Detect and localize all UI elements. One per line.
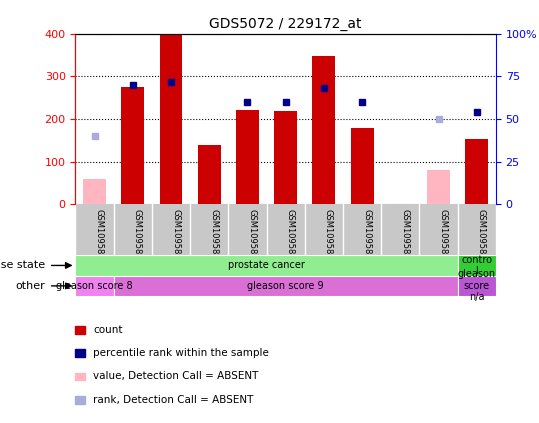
- Text: contro
l: contro l: [461, 255, 492, 276]
- Text: rank, Detection Call = ABSENT: rank, Detection Call = ABSENT: [93, 395, 254, 405]
- Bar: [458, 276, 496, 296]
- Text: GSM1095881: GSM1095881: [324, 209, 333, 265]
- Text: GSM1095885: GSM1095885: [439, 209, 447, 265]
- Bar: [198, 145, 220, 204]
- Text: GSM1095880: GSM1095880: [286, 209, 295, 265]
- Bar: [458, 255, 496, 276]
- Bar: [75, 276, 114, 296]
- Bar: [351, 128, 374, 204]
- Text: disease state: disease state: [0, 261, 45, 270]
- Bar: [274, 111, 297, 204]
- Text: GSM1095876: GSM1095876: [477, 209, 486, 265]
- Text: other: other: [15, 281, 45, 291]
- Text: GSM1095879: GSM1095879: [247, 209, 257, 265]
- Text: prostate cancer: prostate cancer: [228, 261, 305, 270]
- Bar: [236, 110, 259, 204]
- Bar: [313, 56, 335, 204]
- Text: gleason score 9: gleason score 9: [247, 281, 324, 291]
- Text: GSM1095884: GSM1095884: [400, 209, 409, 265]
- Text: GSM1095878: GSM1095878: [209, 209, 218, 265]
- Text: count: count: [93, 325, 123, 335]
- Bar: [114, 276, 458, 296]
- Text: value, Detection Call = ABSENT: value, Detection Call = ABSENT: [93, 371, 259, 382]
- Bar: [83, 179, 106, 204]
- Bar: [160, 34, 183, 204]
- Text: GSM1095886: GSM1095886: [133, 209, 142, 265]
- Bar: [427, 170, 450, 204]
- Bar: [121, 87, 144, 204]
- Text: GSM1095882: GSM1095882: [362, 209, 371, 265]
- Text: percentile rank within the sample: percentile rank within the sample: [93, 348, 269, 358]
- Text: gleason score 8: gleason score 8: [56, 281, 133, 291]
- Text: gleason
score
n/a: gleason score n/a: [458, 269, 496, 302]
- Title: GDS5072 / 229172_at: GDS5072 / 229172_at: [210, 17, 362, 31]
- Bar: [465, 140, 488, 204]
- Text: GSM1095877: GSM1095877: [171, 209, 180, 265]
- Text: GSM1095883: GSM1095883: [94, 209, 103, 265]
